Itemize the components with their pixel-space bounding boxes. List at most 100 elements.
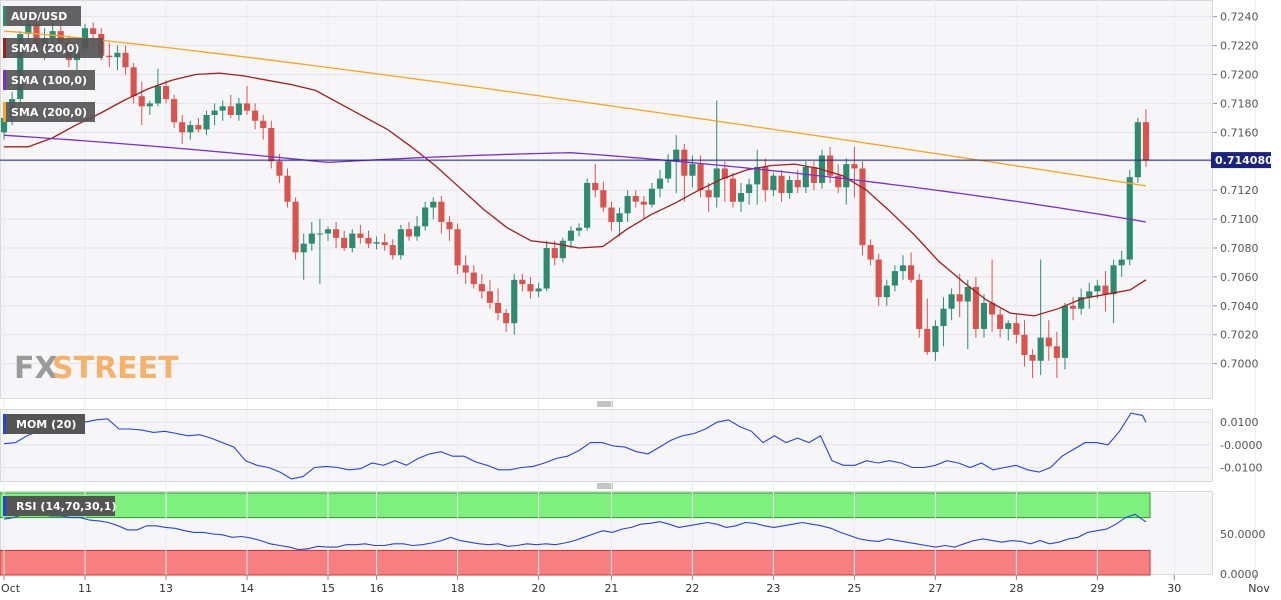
- candle: [956, 274, 963, 318]
- candle: [154, 68, 161, 107]
- candle: [875, 253, 882, 306]
- legend-item[interactable]: RSI (14,70,30,1): [3, 496, 116, 516]
- time-tick-label: Oct: [1, 582, 21, 595]
- candle: [171, 94, 178, 128]
- candle: [235, 97, 242, 121]
- candle: [122, 45, 129, 75]
- candle: [916, 274, 923, 338]
- candle: [575, 223, 583, 237]
- time-tick-label: 29: [1090, 582, 1104, 595]
- candle: [211, 103, 218, 126]
- candle: [665, 154, 672, 183]
- candle: [1134, 117, 1141, 183]
- candle: [843, 158, 850, 205]
- rsi-tick-label: 50.0000: [1220, 528, 1266, 541]
- price-tick-label: 0.7100: [1220, 213, 1259, 226]
- panel-splitter-handle[interactable]: [597, 401, 613, 407]
- candle: [438, 195, 445, 234]
- candle: [260, 114, 267, 140]
- candle: [292, 197, 299, 260]
- candle: [1037, 259, 1044, 376]
- price-axis: 0.72400.72200.72000.71800.71600.71400.71…: [1213, 11, 1259, 371]
- momentum-panel: [0, 409, 1213, 482]
- candle: [980, 294, 988, 338]
- time-tick-label: 21: [604, 582, 618, 595]
- time-tick-label: 13: [159, 582, 173, 595]
- time-tick-label: Nov: [1248, 582, 1270, 595]
- panel-splitter-handle[interactable]: [597, 483, 613, 489]
- candle: [179, 114, 186, 144]
- candle: [195, 117, 202, 133]
- legend-item[interactable]: AUD/USD: [3, 6, 81, 26]
- candle: [697, 155, 704, 198]
- candle: [1053, 331, 1060, 379]
- candle: [341, 230, 348, 251]
- candle: [859, 161, 866, 256]
- candle: [430, 197, 437, 220]
- candle: [494, 288, 502, 321]
- legend: AUD/USD SMA (20,0) SMA (100,0) SMA (200,0): [3, 6, 103, 122]
- svg-text:MOM (20): MOM (20): [16, 418, 76, 431]
- price-tick-label: 0.7120: [1220, 184, 1259, 197]
- candle: [203, 110, 210, 136]
- time-tick-label: 25: [847, 582, 861, 595]
- rsi-zones: [0, 492, 1151, 576]
- candle: [567, 226, 575, 248]
- candle: [1069, 297, 1077, 321]
- candle: [1102, 271, 1109, 312]
- legend-item[interactable]: SMA (200,0): [3, 102, 95, 122]
- candle: [600, 181, 607, 212]
- candle: [300, 233, 307, 280]
- candle: [899, 255, 907, 280]
- price-tick-label: 0.7000: [1220, 358, 1259, 371]
- candle: [624, 190, 631, 222]
- momentum-grid: [0, 421, 1213, 469]
- price-tick-label: 0.7160: [1220, 126, 1259, 139]
- candle: [689, 155, 696, 188]
- candle: [964, 279, 971, 350]
- candle: [324, 226, 332, 241]
- legend-item[interactable]: SMA (100,0): [3, 70, 95, 90]
- time-axis: Oct111314151618202122232527282930Nov34: [1, 575, 1270, 595]
- time-tick-label: 27: [928, 582, 942, 595]
- price-tick-label: 0.7080: [1220, 242, 1259, 255]
- candle: [1110, 259, 1117, 324]
- candle: [373, 236, 380, 250]
- candle: [1086, 282, 1093, 309]
- price-tick-label: 0.7040: [1220, 300, 1259, 313]
- candle: [333, 221, 340, 248]
- candle: [503, 308, 510, 332]
- legend-item[interactable]: MOM (20): [3, 414, 85, 434]
- candle: [891, 265, 898, 292]
- svg-text:RSI (14,70,30,1): RSI (14,70,30,1): [16, 500, 116, 513]
- candle: [883, 279, 890, 306]
- candle: [405, 221, 413, 241]
- rsi-axis: 50.0000 0.0000: [1220, 528, 1266, 581]
- candle: [162, 80, 170, 104]
- candle: [1142, 109, 1150, 168]
- candle: [227, 94, 234, 118]
- candle: [778, 169, 785, 202]
- candle: [681, 143, 688, 202]
- candle: [462, 255, 469, 285]
- momentum-tick-label: -0.0000: [1220, 439, 1262, 452]
- candle: [648, 182, 656, 208]
- momentum-line: [3, 412, 1147, 480]
- last-price-value: 0.714080: [1215, 154, 1273, 167]
- candle: [608, 201, 615, 231]
- candle: [365, 230, 372, 248]
- candle: [446, 216, 453, 241]
- time-tick-label: 22: [685, 582, 699, 595]
- candle: [1029, 349, 1036, 379]
- candle: [276, 154, 283, 183]
- candle: [762, 158, 769, 202]
- legend-item[interactable]: SMA (20,0): [3, 38, 103, 58]
- candle: [543, 240, 550, 292]
- candle: [908, 252, 915, 283]
- candle: [114, 45, 121, 71]
- candle: [770, 172, 777, 196]
- candle: [535, 282, 542, 298]
- candle: [1005, 320, 1012, 341]
- candle: [252, 103, 259, 130]
- candle: [106, 42, 113, 68]
